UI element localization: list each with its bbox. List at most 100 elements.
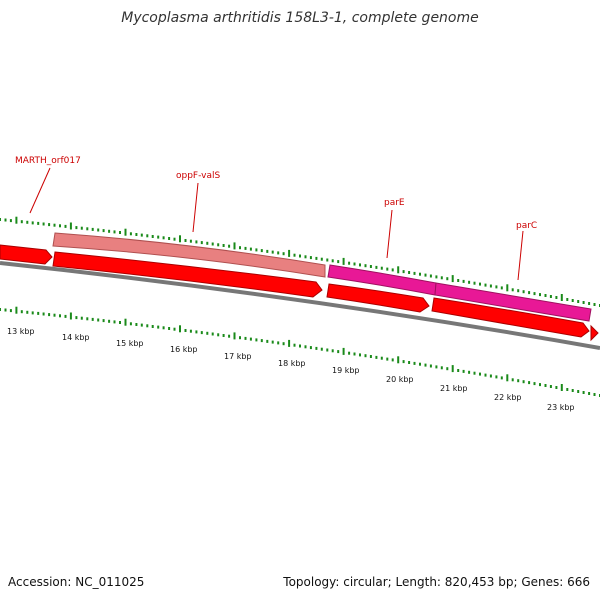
gene-reverse-1-bar[interactable]	[52, 251, 323, 298]
minor-tick	[168, 237, 171, 240]
gene-reverse-3-bar[interactable]	[431, 297, 590, 338]
minor-tick	[4, 308, 7, 312]
minor-tick	[271, 250, 274, 254]
minor-tick	[9, 309, 12, 313]
minor-tick	[429, 274, 432, 278]
minor-tick	[331, 349, 334, 353]
minor-tick	[364, 354, 367, 358]
minor-tick	[244, 336, 247, 340]
minor-tick	[337, 260, 340, 264]
gene-label-MARTH_orf017[interactable]: MARTH_orf017	[15, 156, 81, 166]
accession-text: Accession: NC_011025	[8, 575, 145, 589]
minor-tick	[91, 227, 94, 231]
minor-tick	[457, 369, 460, 372]
minor-tick	[282, 252, 285, 256]
minor-tick	[162, 236, 165, 240]
minor-tick	[326, 348, 329, 352]
minor-tick	[408, 271, 411, 274]
minor-tick	[440, 276, 443, 280]
major-tick	[506, 374, 509, 382]
minor-tick	[309, 256, 312, 260]
minor-tick	[419, 362, 421, 366]
minor-tick	[533, 382, 536, 386]
minor-tick	[146, 234, 149, 238]
minor-tick	[20, 220, 23, 224]
gene-reverse-4-bar[interactable]	[590, 324, 599, 342]
callout-parC	[517, 230, 524, 281]
scale-label: 16 kbp	[170, 345, 198, 354]
minor-tick	[511, 288, 514, 292]
gene-label-oppF-valS[interactable]: oppF-valS	[176, 171, 220, 181]
minor-tick	[446, 277, 449, 281]
minor-tick	[489, 374, 492, 378]
minor-tick	[380, 266, 383, 270]
minor-tick	[549, 385, 552, 388]
minor-tick	[571, 299, 574, 302]
minor-tick	[359, 353, 361, 357]
minor-tick	[593, 303, 596, 306]
gene-label-parC[interactable]: parC	[516, 221, 537, 231]
major-tick	[233, 242, 236, 250]
minor-tick	[80, 226, 83, 230]
minor-tick	[522, 380, 525, 384]
minor-tick	[102, 229, 105, 233]
minor-tick	[195, 240, 198, 244]
major-tick	[233, 332, 236, 340]
minor-tick	[468, 370, 471, 374]
minor-tick	[135, 323, 138, 326]
minor-tick	[555, 386, 558, 389]
scale-label: 15 kbp	[116, 339, 144, 348]
minor-tick	[31, 311, 34, 315]
minor-tick	[53, 313, 56, 317]
minor-tick	[440, 366, 443, 370]
gene-oppF-valS-bar[interactable]	[52, 232, 326, 278]
minor-tick	[446, 367, 449, 371]
minor-tick	[304, 345, 307, 349]
minor-tick	[64, 314, 67, 318]
upper-tick-row	[0, 216, 600, 307]
major-tick	[397, 356, 400, 364]
minor-tick	[413, 271, 416, 275]
minor-tick	[162, 326, 165, 330]
minor-tick	[299, 254, 301, 258]
minor-tick	[266, 339, 269, 343]
minor-tick	[211, 242, 214, 246]
genome-backbone	[0, 261, 600, 350]
minor-tick	[479, 372, 481, 376]
minor-tick	[473, 281, 476, 285]
minor-tick	[588, 392, 591, 395]
scale-label: 13 kbp	[7, 327, 35, 336]
minor-tick	[539, 293, 541, 297]
minor-tick	[462, 279, 465, 283]
minor-tick	[239, 336, 241, 340]
minor-tick	[140, 233, 143, 237]
minor-tick	[217, 333, 220, 337]
major-tick	[69, 222, 72, 230]
minor-tick	[577, 300, 580, 303]
minor-tick	[315, 346, 318, 350]
minor-tick	[206, 331, 209, 335]
major-tick	[124, 318, 127, 326]
minor-tick	[108, 319, 111, 323]
minor-tick	[217, 243, 220, 247]
minor-tick	[26, 310, 29, 314]
gene-reverse-2-bar[interactable]	[326, 283, 430, 313]
major-tick	[397, 266, 400, 274]
minor-tick	[337, 350, 340, 354]
minor-tick	[353, 352, 356, 356]
gene-label-parE[interactable]: parE	[384, 198, 405, 208]
minor-tick	[48, 313, 51, 317]
minor-tick	[200, 241, 203, 245]
minor-tick	[539, 383, 541, 387]
gene-MARTH_orf017-bar[interactable]	[0, 244, 53, 265]
minor-tick	[157, 325, 160, 329]
gene-parC-bar[interactable]	[434, 282, 592, 322]
minor-tick	[255, 338, 258, 342]
minor-tick	[108, 229, 111, 233]
minor-tick	[555, 296, 558, 299]
major-tick	[69, 312, 72, 320]
minor-tick	[348, 261, 351, 265]
minor-tick	[260, 249, 263, 253]
minor-tick	[386, 267, 389, 271]
minor-tick	[129, 232, 132, 236]
